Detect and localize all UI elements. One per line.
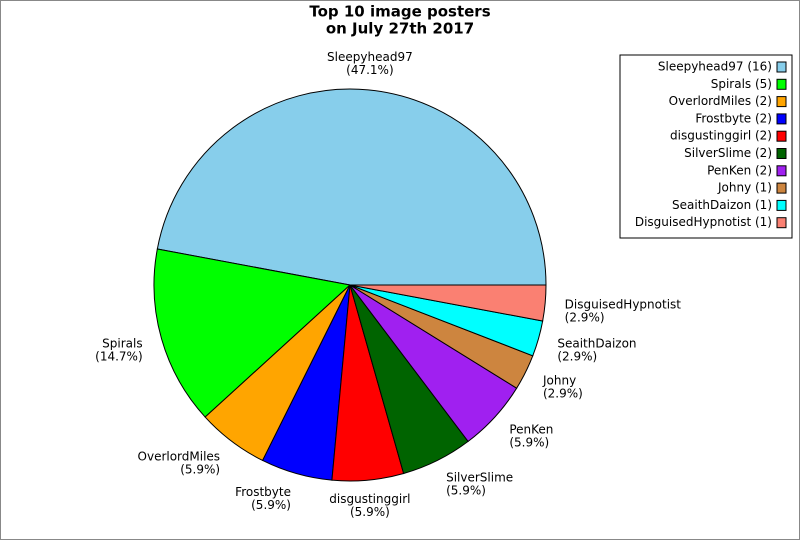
chart-title: on July 27th 2017 (326, 20, 474, 38)
slice-label: SeaithDaizon (557, 337, 636, 351)
slice-label: disgustinggirl (329, 492, 410, 506)
pie-slice (349, 284, 547, 322)
legend-swatch (776, 148, 787, 159)
slice-percent: (5.9%) (446, 483, 486, 497)
slice-percent: (5.9%) (180, 463, 220, 477)
legend-swatch (776, 217, 787, 229)
legend-swatch (776, 61, 787, 73)
legend-swatch (776, 130, 787, 142)
chart-title: Top 10 image posters (309, 3, 490, 21)
legend-label: DisguisedHypnotist (1) (635, 215, 772, 229)
slice-percent: (2.9%) (557, 350, 597, 364)
legend-swatch (776, 199, 787, 211)
slice-label: Frostbyte (235, 485, 291, 499)
slice-label: PenKen (509, 423, 553, 437)
legend-swatch (776, 165, 787, 177)
legend-label: Spirals (5) (711, 77, 772, 91)
slice-label: DisguisedHypnotist (565, 297, 682, 311)
legend-swatch (776, 78, 787, 90)
legend-label: PenKen (2) (707, 163, 772, 177)
slice-percent: (14.7%) (95, 350, 142, 364)
pie-slice (156, 88, 547, 286)
legend-swatch (776, 182, 787, 194)
slice-label: Sleepyhead97 (327, 50, 413, 64)
legend-label: Sleepyhead97 (16) (658, 60, 772, 74)
slice-percent: (5.9%) (251, 498, 291, 512)
legend-box (619, 54, 793, 239)
slice-percent: (2.9%) (565, 310, 605, 324)
slice-percent: (5.9%) (509, 436, 549, 450)
legend-swatch (776, 113, 787, 125)
legend-swatch (776, 96, 787, 108)
legend-label: SeaithDaizon (1) (672, 198, 772, 212)
slice-label: OverlordMiles (138, 450, 221, 464)
legend-label: disgustinggirl (2) (670, 129, 772, 143)
slice-percent: (5.9%) (350, 505, 390, 519)
slice-label: SilverSlime (446, 470, 513, 484)
legend-label: OverlordMiles (2) (669, 94, 772, 108)
legend-label: SilverSlime (2) (684, 146, 772, 160)
pie-slice (153, 248, 352, 418)
slice-percent: (47.1%) (346, 63, 393, 77)
legend-label: Johny (1) (717, 181, 772, 195)
legend-label: Frostbyte (2) (695, 111, 772, 125)
slice-percent: (2.9%) (543, 387, 583, 401)
slice-label: Spirals (102, 337, 142, 351)
slice-label: Johny (542, 374, 576, 388)
